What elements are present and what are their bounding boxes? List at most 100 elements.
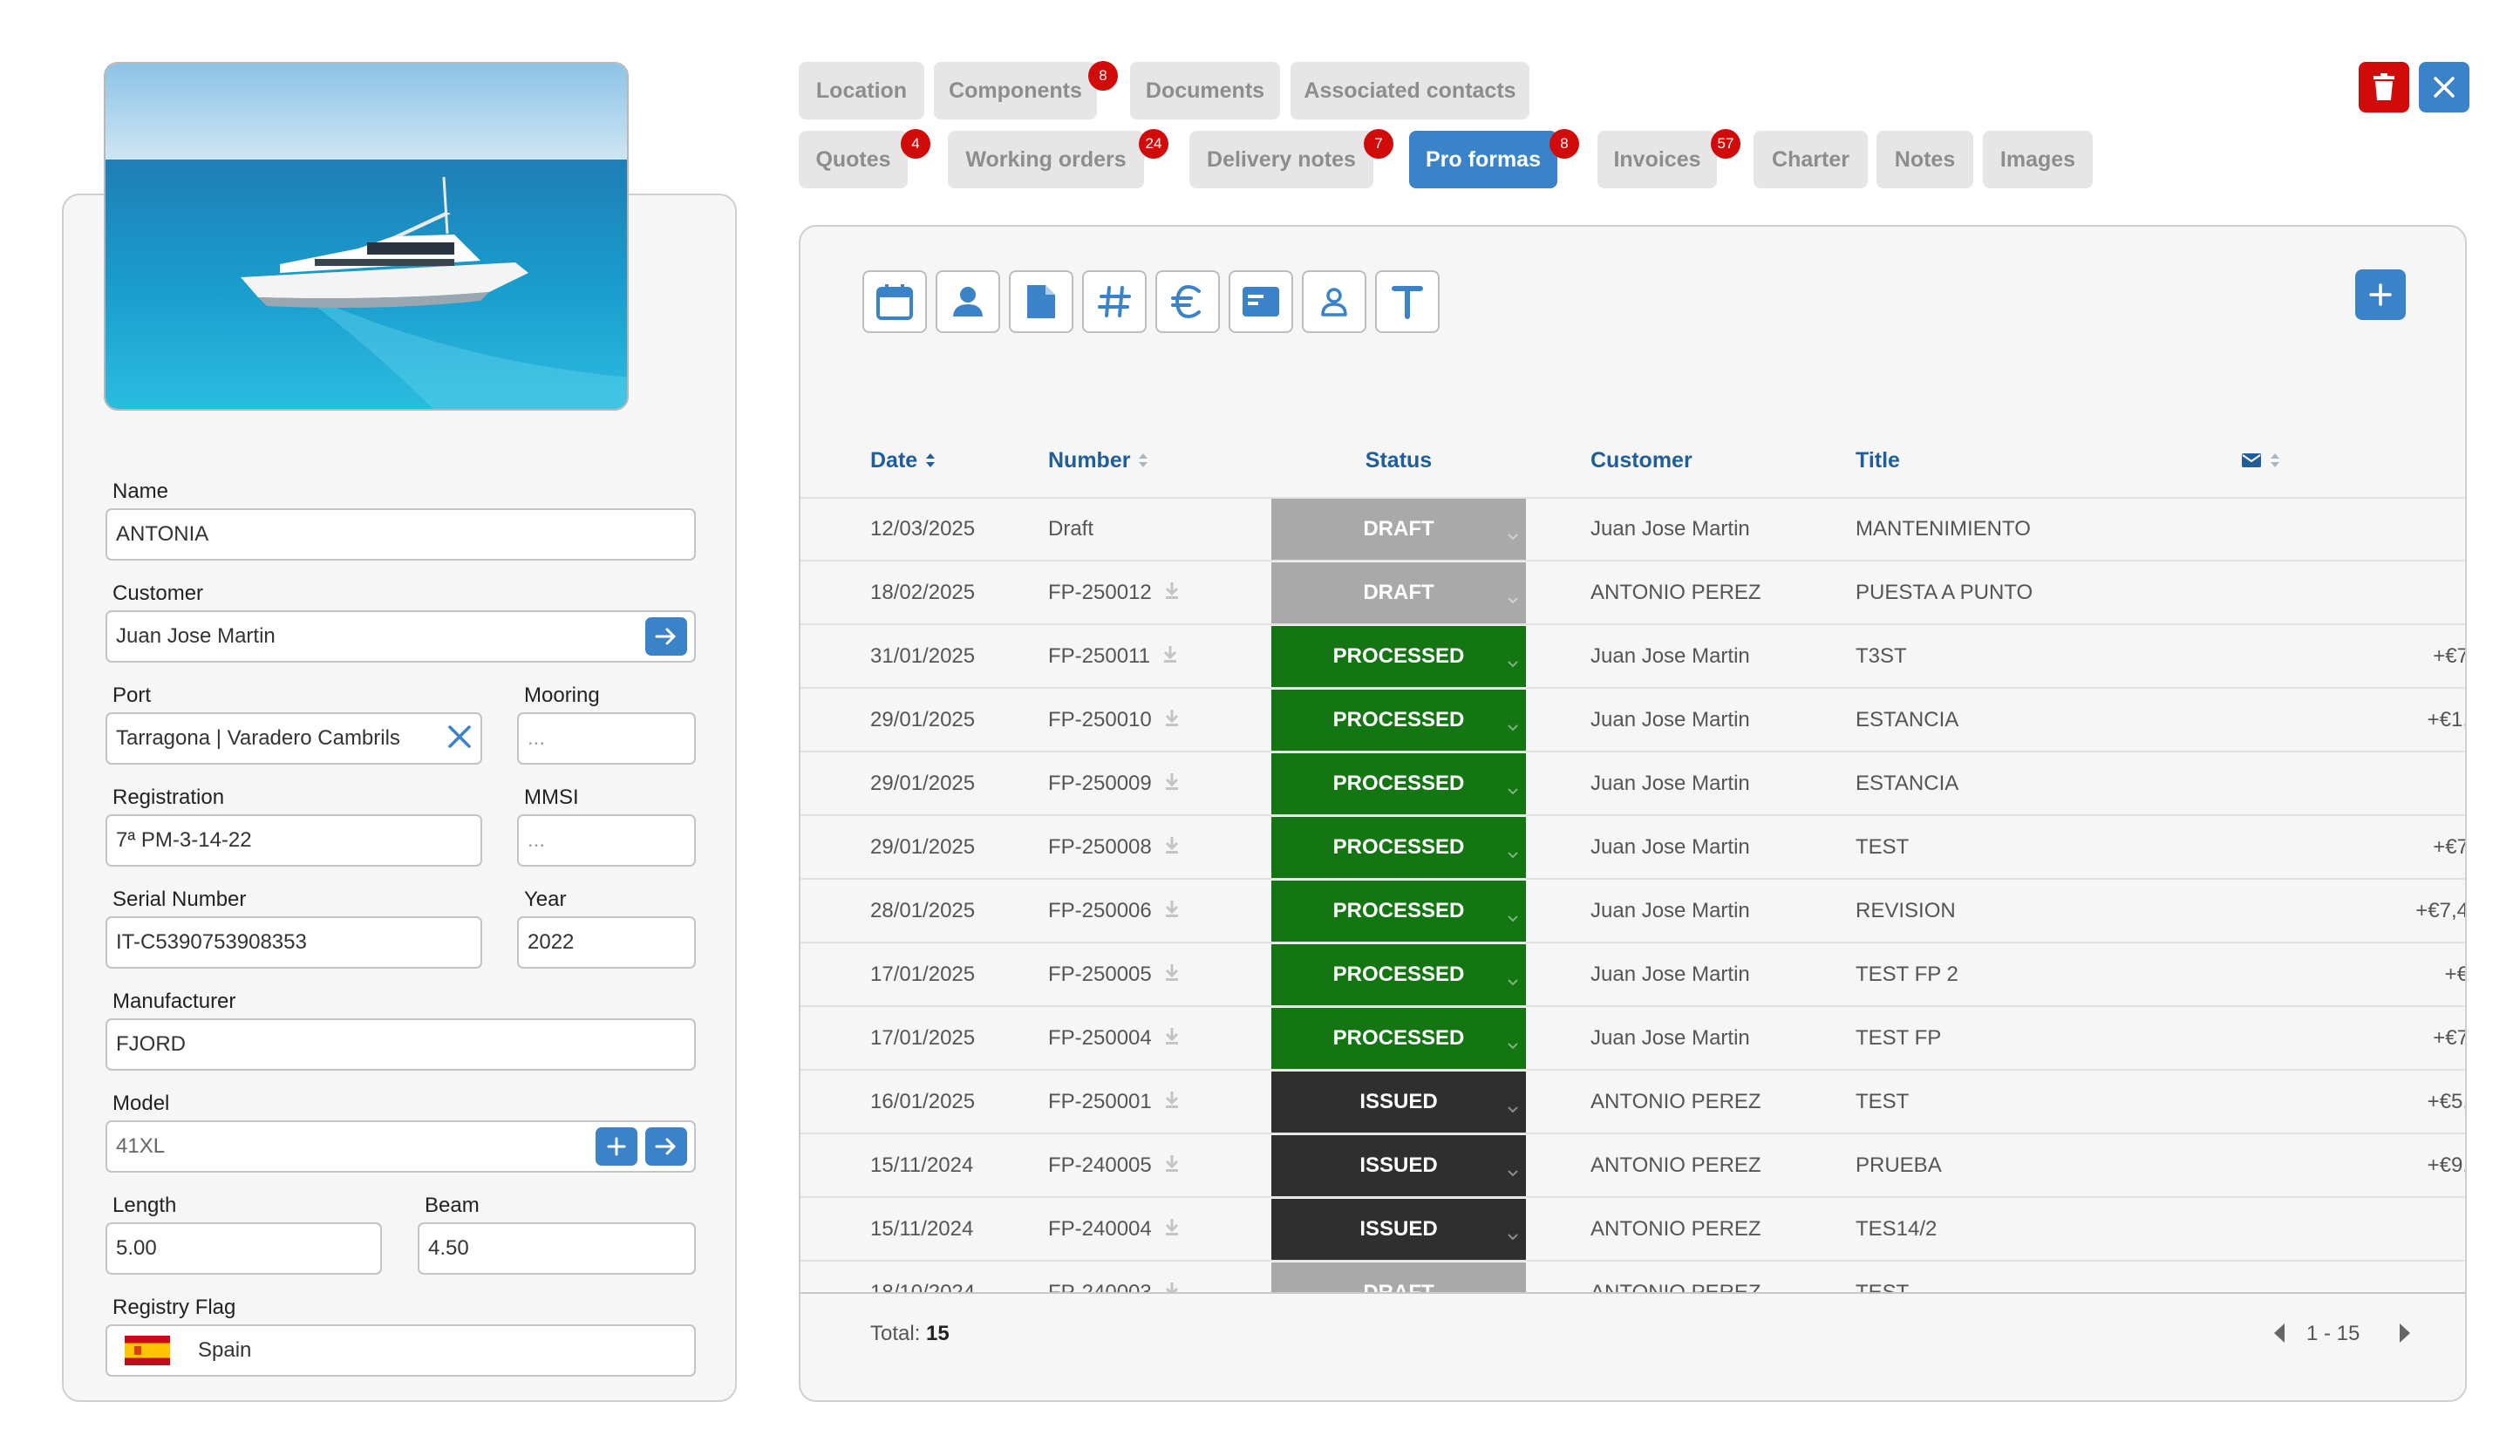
download-icon[interactable] bbox=[1164, 835, 1180, 861]
status-dropdown[interactable]: ISSUED bbox=[1271, 1135, 1526, 1196]
title-cell: TEST bbox=[1856, 1090, 1910, 1113]
length-field[interactable]: 5.00 bbox=[106, 1222, 382, 1275]
title-cell: REVISION bbox=[1856, 899, 1956, 922]
filter-customer-button[interactable] bbox=[936, 270, 1000, 333]
status-dropdown[interactable]: DRAFT bbox=[1271, 1262, 1526, 1292]
table-row[interactable]: 15/11/2024 FP-240004 ISSUED ANTONIO PEREZ TE… bbox=[800, 1199, 2465, 1262]
table-row[interactable]: 18/10/2024 FP-240003 DRAFT ANTONIO PEREZ TES… bbox=[800, 1262, 2465, 1292]
registration-field[interactable]: 7ª PM-3-14-22 bbox=[106, 814, 482, 867]
tab-invoices[interactable]: Invoices bbox=[1597, 131, 1717, 188]
tab-delivery-notes[interactable]: Delivery notes bbox=[1189, 131, 1373, 188]
column-header-status[interactable]: Status bbox=[1271, 445, 1526, 476]
download-icon[interactable] bbox=[1164, 899, 1180, 924]
download-icon[interactable] bbox=[1162, 644, 1178, 670]
download-icon[interactable] bbox=[1164, 708, 1180, 733]
title-header-label: Title bbox=[1856, 447, 1900, 473]
add-model-button[interactable] bbox=[596, 1127, 637, 1166]
filter-card-button[interactable] bbox=[1229, 270, 1293, 333]
table-row[interactable]: 28/01/2025 FP-250006 PROCESSED Juan Jose Ma… bbox=[800, 881, 2465, 943]
year-field[interactable]: 2022 bbox=[517, 916, 696, 969]
tab-working-orders[interactable]: Working orders bbox=[948, 131, 1144, 188]
table-row[interactable]: 17/01/2025 FP-250005 PROCESSED Juan Jose Ma… bbox=[800, 944, 2465, 1007]
manufacturer-field[interactable]: FJORD bbox=[106, 1018, 696, 1071]
table-row[interactable]: 18/02/2025 FP-250012 DRAFT ANTONIO PEREZ PUE… bbox=[800, 562, 2465, 625]
close-button[interactable] bbox=[2419, 62, 2469, 112]
column-header-email[interactable] bbox=[2241, 445, 2281, 476]
column-header-customer[interactable]: Customer bbox=[1590, 445, 1692, 476]
beam-field[interactable]: 4.50 bbox=[418, 1222, 696, 1275]
chevron-down-icon bbox=[1507, 969, 1519, 993]
download-icon[interactable] bbox=[1164, 1217, 1180, 1242]
download-icon[interactable] bbox=[1164, 581, 1180, 606]
status-dropdown[interactable]: PROCESSED bbox=[1271, 753, 1526, 814]
next-page-icon[interactable] bbox=[2398, 1322, 2412, 1349]
status-header-label: Status bbox=[1365, 447, 1433, 473]
number-cell: Draft bbox=[1048, 499, 1093, 560]
open-model-button[interactable] bbox=[645, 1127, 687, 1166]
name-value: ANTONIA bbox=[116, 522, 209, 546]
column-header-date[interactable]: Date bbox=[870, 445, 936, 476]
amount-cell: +€7 bbox=[2433, 644, 2467, 668]
status-dropdown[interactable]: PROCESSED bbox=[1271, 944, 1526, 1005]
table-row[interactable]: 31/01/2025 FP-250011 PROCESSED Juan Jose Ma… bbox=[800, 626, 2467, 689]
status-dropdown[interactable]: PROCESSED bbox=[1271, 817, 1526, 878]
column-header-title[interactable]: Title bbox=[1856, 445, 1900, 476]
serial-number-field[interactable]: IT-C5390753908353 bbox=[106, 916, 482, 969]
table-row[interactable]: 15/11/2024 FP-240005 ISSUED ANTONIO PEREZ PR… bbox=[800, 1135, 2465, 1198]
pro-formas-table-body: 12/03/2025 Draft DRAFT Juan Jose Martin MANT… bbox=[800, 499, 2467, 1292]
download-icon[interactable] bbox=[1164, 1090, 1180, 1115]
download-icon[interactable] bbox=[1164, 963, 1180, 988]
name-field[interactable]: ANTONIA bbox=[106, 508, 696, 561]
status-value: ISSUED bbox=[1359, 1153, 1438, 1177]
table-row[interactable]: 17/01/2025 FP-250004 PROCESSED Juan Jose Ma… bbox=[800, 1008, 2465, 1071]
download-icon[interactable] bbox=[1164, 772, 1180, 797]
status-dropdown[interactable]: ISSUED bbox=[1271, 1072, 1526, 1133]
download-icon[interactable] bbox=[1164, 1281, 1180, 1292]
port-field[interactable]: Tarragona | Varadero Cambrils bbox=[106, 712, 482, 765]
filter-contact-button[interactable] bbox=[1302, 270, 1366, 333]
status-dropdown[interactable]: DRAFT bbox=[1271, 499, 1526, 560]
filter-document-button[interactable] bbox=[1009, 270, 1073, 333]
status-dropdown[interactable]: DRAFT bbox=[1271, 562, 1526, 623]
prev-page-icon[interactable] bbox=[2272, 1322, 2286, 1349]
number-cell: FP-250012 bbox=[1048, 562, 1180, 623]
filter-number-button[interactable] bbox=[1082, 270, 1147, 333]
number-value: FP-250009 bbox=[1048, 772, 1152, 795]
status-dropdown[interactable]: PROCESSED bbox=[1271, 626, 1526, 687]
mmsi-field[interactable]: ... bbox=[517, 814, 696, 867]
open-customer-button[interactable] bbox=[645, 617, 687, 656]
tab-charter[interactable]: Charter bbox=[1754, 131, 1868, 188]
header-divider bbox=[800, 497, 2465, 499]
status-dropdown[interactable]: PROCESSED bbox=[1271, 881, 1526, 942]
tab-location[interactable]: Location bbox=[799, 62, 924, 119]
amount-cell: +€7 bbox=[2433, 835, 2467, 859]
tab-pro-formas[interactable]: Pro formas bbox=[1409, 131, 1557, 188]
status-dropdown[interactable]: PROCESSED bbox=[1271, 690, 1526, 751]
tab-components[interactable]: Components bbox=[934, 62, 1097, 119]
filter-date-button[interactable] bbox=[862, 270, 927, 333]
table-row[interactable]: 16/01/2025 FP-250001 ISSUED ANTONIO PEREZ TE… bbox=[800, 1072, 2465, 1134]
registry-flag-select[interactable]: Spain bbox=[106, 1324, 696, 1377]
mooring-field[interactable]: ... bbox=[517, 712, 696, 765]
tab-quotes[interactable]: Quotes bbox=[799, 131, 908, 188]
add-pro-forma-button[interactable] bbox=[2355, 269, 2406, 320]
customer-field[interactable]: Juan Jose Martin bbox=[106, 610, 696, 663]
table-row[interactable]: 12/03/2025 Draft DRAFT Juan Jose Martin MANT… bbox=[800, 499, 2465, 561]
status-dropdown[interactable]: PROCESSED bbox=[1271, 1008, 1526, 1069]
tab-documents[interactable]: Documents bbox=[1130, 62, 1280, 119]
table-row[interactable]: 29/01/2025 FP-250009 PROCESSED Juan Jose Ma… bbox=[800, 753, 2465, 816]
delete-button[interactable] bbox=[2359, 62, 2409, 112]
column-header-number[interactable]: Number bbox=[1048, 445, 1149, 476]
date-cell: 12/03/2025 bbox=[870, 517, 976, 541]
table-row[interactable]: 29/01/2025 FP-250010 PROCESSED Juan Jose Ma… bbox=[800, 690, 2465, 752]
status-dropdown[interactable]: ISSUED bbox=[1271, 1199, 1526, 1260]
clear-port-icon[interactable] bbox=[446, 724, 473, 754]
filter-title-button[interactable] bbox=[1375, 270, 1440, 333]
download-icon[interactable] bbox=[1164, 1153, 1180, 1179]
download-icon[interactable] bbox=[1164, 1026, 1180, 1051]
tab-images[interactable]: Images bbox=[1983, 131, 2093, 188]
table-row[interactable]: 29/01/2025 FP-250008 PROCESSED Juan Jose Ma… bbox=[800, 817, 2467, 880]
filter-amount-button[interactable] bbox=[1155, 270, 1220, 333]
tab-associated-contacts[interactable]: Associated contacts bbox=[1291, 62, 1529, 119]
tab-notes[interactable]: Notes bbox=[1876, 131, 1973, 188]
